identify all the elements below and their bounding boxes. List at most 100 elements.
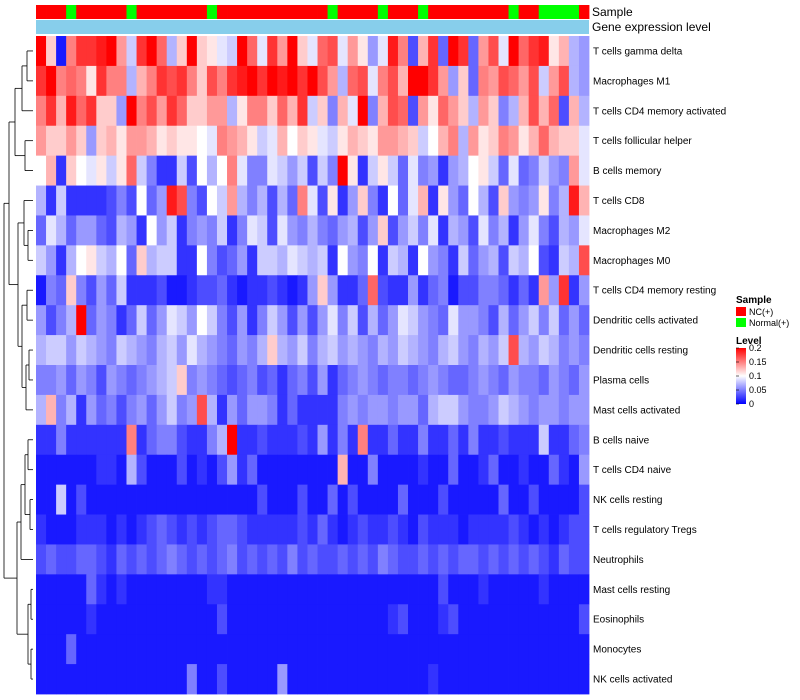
heatmap-cell	[478, 634, 489, 665]
heatmap-cell	[156, 185, 168, 216]
heatmap-cell	[408, 664, 419, 695]
heatmap-cell	[337, 544, 349, 575]
sample-track-cell	[96, 5, 107, 19]
heatmap-cell	[448, 155, 459, 186]
heatmap-cell	[498, 185, 509, 216]
heatmap-cell	[237, 95, 248, 127]
heatmap-cell	[136, 544, 147, 575]
heatmap-cell	[46, 95, 57, 127]
heatmap-cell	[86, 335, 97, 366]
heatmap-cell	[508, 544, 520, 575]
sample-track-cell	[337, 5, 349, 19]
heatmap-cell	[327, 484, 339, 515]
heatmap-cell	[277, 424, 288, 456]
heatmap-cell	[307, 125, 318, 157]
heatmap-cell	[216, 335, 228, 366]
heatmap-cell	[267, 634, 278, 665]
sample-track-cell	[347, 5, 359, 19]
heatmap-cell	[418, 365, 429, 396]
heatmap-cell	[387, 365, 399, 396]
heatmap-cell	[176, 95, 188, 127]
heatmap-cell	[297, 335, 308, 366]
heatmap-cell	[578, 155, 590, 186]
heatmap-cell	[297, 245, 308, 276]
heatmap-cell	[397, 335, 409, 366]
heatmap-cell	[377, 544, 389, 575]
legend-normal-label: Normal(+)	[749, 318, 789, 328]
heatmap-cell	[166, 394, 178, 426]
sample-track-cell	[126, 5, 137, 19]
heatmap-cell	[96, 365, 107, 396]
heatmap-cell	[367, 574, 379, 605]
heatmap-cell	[307, 604, 318, 635]
heatmap-cell	[247, 275, 258, 306]
heatmap-cell	[76, 95, 87, 127]
heatmap-cell	[116, 275, 127, 306]
heatmap-cell	[106, 574, 117, 605]
heatmap-cell	[438, 634, 449, 665]
heatmap-cell	[206, 95, 218, 127]
heatmap-cell	[166, 65, 178, 97]
sample-track-cell	[548, 5, 560, 19]
heatmap-cell	[277, 634, 288, 665]
sample-track-cell	[66, 5, 77, 19]
heatmap-cell	[528, 65, 540, 97]
heatmap-cell	[548, 95, 560, 127]
heatmap-cell	[196, 275, 208, 306]
heatmap-cell	[126, 275, 137, 306]
heatmap-cell	[428, 574, 439, 605]
heatmap-cell	[468, 245, 479, 276]
heatmap-cell	[227, 514, 238, 545]
heatmap-cell	[196, 454, 208, 486]
row-label: T cells gamma delta	[593, 46, 683, 57]
heatmap-cell	[508, 245, 520, 276]
heatmap-cell	[146, 215, 158, 246]
heatmap-cell	[367, 305, 379, 336]
heatmap-cell	[347, 275, 359, 306]
heatmap-cell	[86, 36, 97, 67]
heatmap-cell	[347, 185, 359, 216]
heatmap-cell	[397, 36, 409, 67]
heatmap-cell	[347, 544, 359, 575]
heatmap-cell	[297, 484, 308, 515]
heatmap-cell	[558, 574, 570, 605]
heatmap-cell	[548, 424, 560, 456]
heatmap-cell	[297, 65, 308, 97]
heatmap-cell	[367, 544, 379, 575]
heatmap-cell	[578, 514, 590, 545]
heatmap-cell	[196, 245, 208, 276]
heatmap-cell	[387, 604, 399, 635]
heatmap-cell	[146, 424, 158, 456]
heatmap-cell	[166, 664, 178, 695]
heatmap-cell	[538, 365, 550, 396]
heatmap-cell	[106, 544, 117, 575]
heatmap-cell	[287, 365, 298, 396]
heatmap-cell	[126, 65, 137, 97]
heatmap-cell	[257, 454, 268, 486]
heatmap-cell	[46, 604, 57, 635]
heatmap-cell	[448, 95, 459, 127]
heatmap-cell	[578, 484, 590, 515]
heatmap-cell	[76, 544, 87, 575]
heatmap-cell	[327, 245, 339, 276]
heatmap-cell	[287, 65, 298, 97]
heatmap-cell	[397, 125, 409, 157]
heatmap-cell	[186, 365, 198, 396]
heatmap-cell	[206, 125, 218, 157]
heatmap-cell	[36, 245, 47, 276]
heatmap-cell	[337, 36, 349, 67]
heatmap-cell	[387, 155, 399, 186]
heatmap-cell	[297, 424, 308, 456]
heatmap-cell	[327, 36, 339, 67]
heatmap-cell	[86, 125, 97, 157]
heatmap-cell	[196, 95, 208, 127]
heatmap-cell	[458, 185, 469, 216]
row-label: T cells CD8	[593, 196, 645, 207]
heatmap-cell	[337, 65, 349, 97]
heatmap-cell	[196, 125, 208, 157]
heatmap-cell	[408, 634, 419, 665]
heatmap-cell	[347, 394, 359, 426]
heatmap-cell	[498, 305, 509, 336]
heatmap-cell	[317, 574, 328, 605]
heatmap-cell	[186, 604, 198, 635]
